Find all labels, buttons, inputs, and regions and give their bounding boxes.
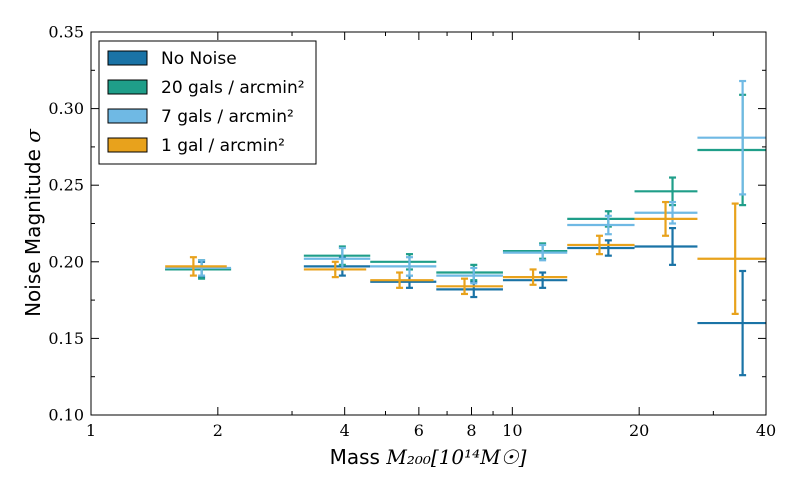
x-tick-label: 1 — [86, 421, 96, 440]
y-axis-title-text: Noise Magnitude — [21, 143, 45, 317]
series-1-point-7 — [697, 93, 766, 207]
x-tick-label: 10 — [502, 421, 522, 440]
ticks-layer: 1 2 4 6 8 10 20 40 0.10 0.15 0.20 0.25 0.30 0.35 — [48, 23, 776, 441]
series-3-point-1 — [303, 260, 367, 279]
x-tick-label: 40 — [756, 421, 776, 440]
y-tick-label: 0.25 — [48, 176, 84, 195]
series-0-point-2 — [370, 274, 437, 289]
series-3-point-7 — [697, 202, 766, 315]
series-3-point-2 — [370, 271, 434, 289]
series-2-point-4 — [502, 243, 568, 262]
series-2-point-0 — [165, 259, 232, 277]
legend-item-1: 20 gals / arcmin² — [107, 78, 305, 98]
y-tick-label: 0.10 — [48, 406, 84, 425]
series-3-point-5 — [567, 234, 635, 256]
y-axis-title: Noise Magnitude σ — [21, 128, 45, 317]
x-axis-title-math: M₂₀₀[10¹⁴M☉] — [385, 445, 526, 469]
legend-label: 1 gal / arcmin² — [161, 136, 285, 156]
x-tick-label: 8 — [466, 421, 476, 440]
x-tick-label: 2 — [213, 421, 223, 440]
x-tick-label: 4 — [340, 421, 350, 440]
x-axis-title: Mass M₂₀₀[10¹⁴M☉] — [330, 445, 527, 469]
y-tick-label: 0.30 — [48, 99, 84, 118]
legend-item-2: 7 gals / arcmin² — [107, 107, 294, 127]
y-tick-label: 0.35 — [48, 23, 84, 42]
y-tick-label: 0.15 — [48, 329, 84, 348]
series-0-point-3 — [436, 280, 503, 299]
series-2-point-5 — [567, 214, 635, 236]
series-1-point-4 — [502, 242, 568, 260]
series-0-point-5 — [567, 239, 635, 257]
series-3-point-4 — [502, 268, 568, 286]
legend-item-3: 1 gal / arcmin² — [107, 136, 285, 156]
series-2 — [165, 79, 766, 285]
legend-label: No Noise — [161, 49, 237, 69]
marks-layer — [165, 79, 766, 377]
series-2-point-2 — [370, 256, 437, 277]
x-axis-title-text: Mass — [330, 445, 387, 469]
series-0-point-1 — [303, 256, 371, 277]
series-2-point-3 — [436, 266, 503, 285]
legend-label: 7 gals / arcmin² — [161, 107, 294, 127]
legend-swatch — [107, 50, 148, 66]
x-tick-label: 20 — [629, 421, 649, 440]
series-0-point-4 — [502, 271, 568, 289]
x-tick-label: 6 — [414, 421, 424, 440]
series-2-point-7 — [697, 79, 766, 196]
legend: No Noise 20 gals / arcmin² 7 gals / arcmin… — [98, 40, 317, 165]
series-3 — [165, 200, 766, 315]
series-1-point-3 — [436, 263, 503, 282]
series-0 — [165, 226, 766, 377]
y-axis-title-math: σ — [21, 128, 45, 143]
series-3-point-3 — [436, 277, 503, 296]
legend-item-0: No Noise — [107, 49, 237, 69]
series-3-point-0 — [165, 256, 227, 277]
series-0-point-6 — [634, 226, 698, 266]
legend-swatch — [107, 79, 148, 95]
legend-swatch — [107, 108, 148, 124]
series-3-point-6 — [634, 200, 698, 237]
series-0-point-7 — [697, 269, 766, 377]
legend-swatch — [107, 137, 148, 153]
legend-label: 20 gals / arcmin² — [161, 78, 305, 98]
y-tick-label: 0.20 — [48, 252, 84, 271]
